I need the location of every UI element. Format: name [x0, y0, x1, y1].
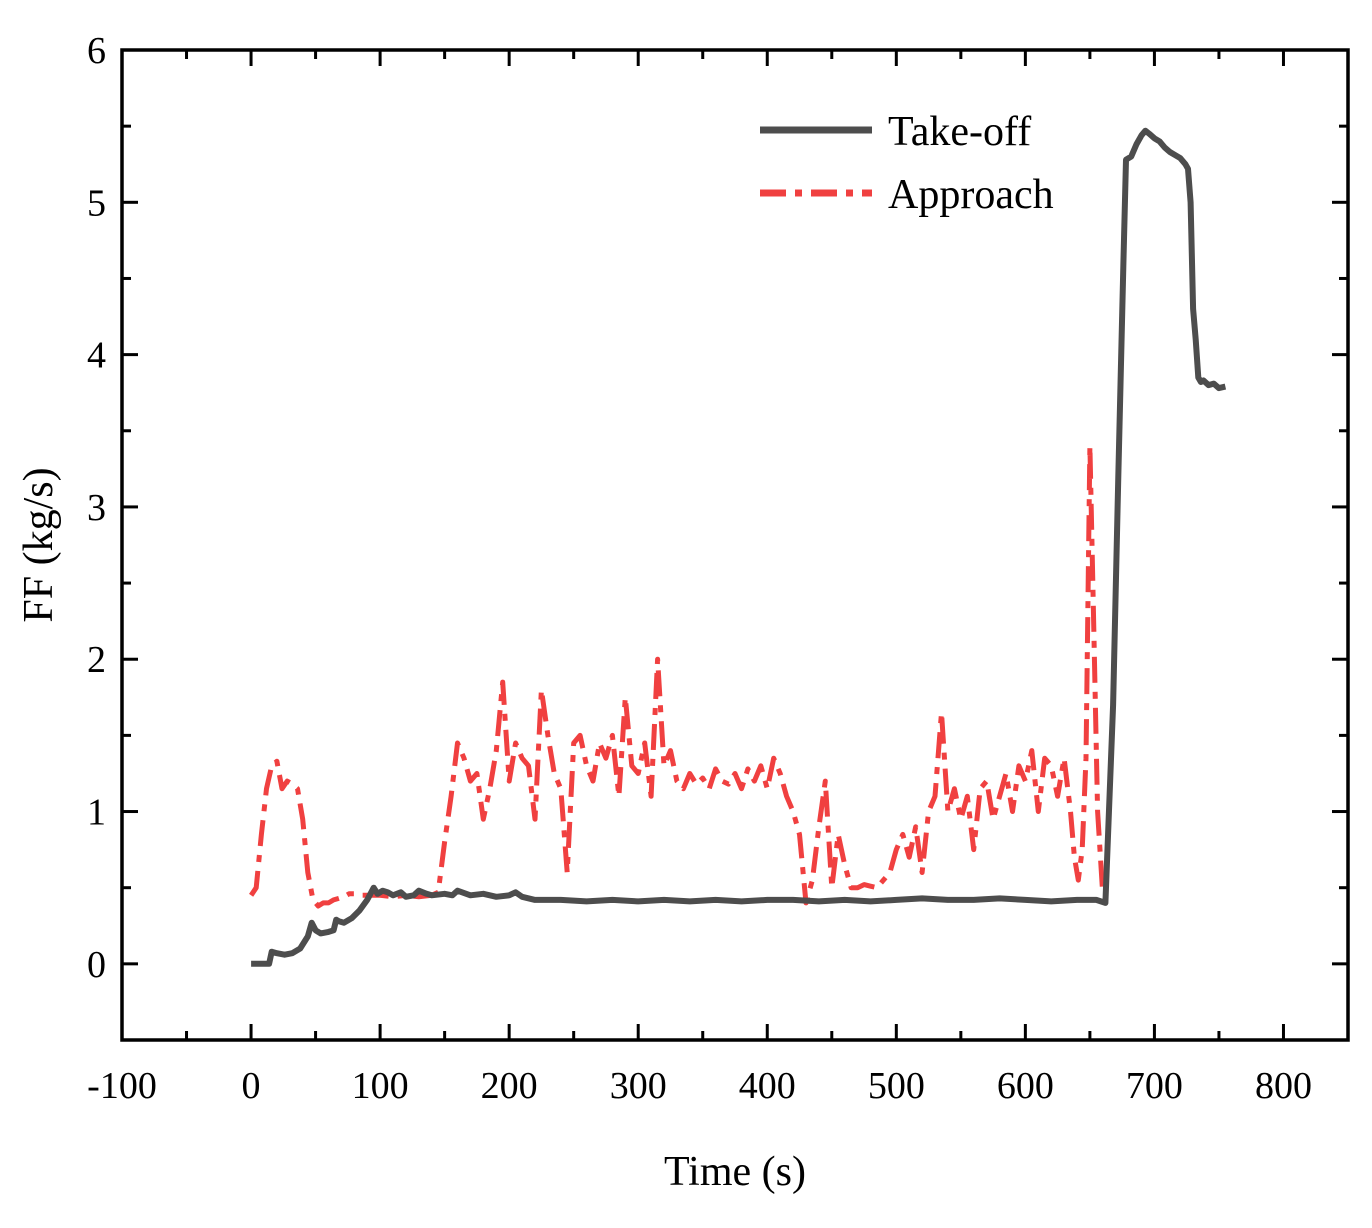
x-tick-label: 700: [1126, 1065, 1183, 1107]
y-tick-label: 3: [87, 487, 106, 529]
x-tick-label: 400: [739, 1065, 796, 1107]
series-layer: [249, 127, 1227, 967]
series-line-take-off: [251, 127, 1227, 967]
series-line-approach: [249, 443, 1106, 909]
y-tick-label: 5: [87, 182, 106, 224]
y-axis-label: FF (kg/s): [16, 467, 62, 622]
x-tick-label: 0: [242, 1065, 261, 1107]
y-tick-label: 6: [87, 30, 106, 72]
y-tick-label: 4: [87, 335, 106, 377]
x-tick-label: 800: [1255, 1065, 1312, 1107]
x-tick-label: 300: [610, 1065, 667, 1107]
legend: Take-off Approach: [760, 109, 1054, 218]
legend-label-approach: Approach: [888, 172, 1054, 218]
x-tick-label: 500: [868, 1065, 925, 1107]
x-tick-label: 600: [997, 1065, 1054, 1107]
plot-frame: [120, 48, 1350, 1042]
ticks-layer: -100 0 100 200 300 400 500 600 700 800 0 1 2 3 4 5 6: [87, 30, 1348, 1107]
y-tick-label: 2: [87, 639, 106, 681]
x-axis-label: Time (s): [664, 1149, 806, 1195]
y-tick-label: 0: [87, 944, 106, 986]
x-tick-label: -100: [87, 1065, 157, 1107]
y-tick-label: 1: [87, 792, 106, 834]
legend-label-takeoff: Take-off: [888, 109, 1031, 155]
x-tick-label: 100: [352, 1065, 409, 1107]
x-tick-label: 200: [481, 1065, 538, 1107]
